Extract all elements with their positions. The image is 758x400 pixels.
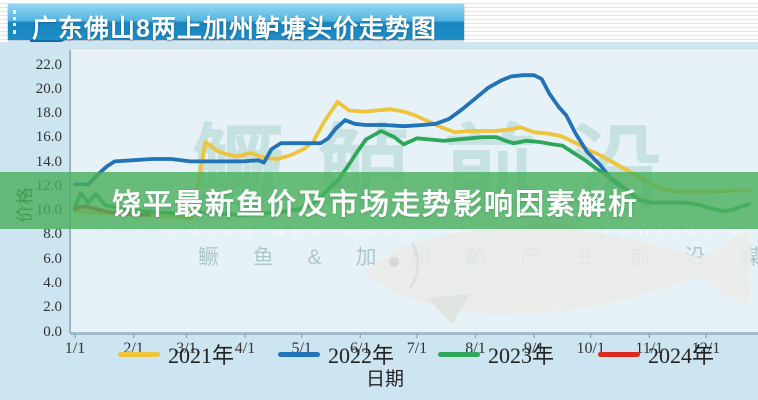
x-tick-label-3-1: 3/1: [176, 340, 197, 357]
y-tick-label-18: 18.0: [35, 105, 62, 122]
y-tick-label-6: 6.0: [43, 250, 62, 267]
legend-swatch-2021: [118, 351, 160, 357]
legend-item-2022: 2022年: [278, 338, 394, 370]
x-tick-label-1-1: 1/1: [64, 340, 86, 357]
x-tick-label-11-1: 11/1: [635, 340, 664, 357]
x-tick-label-4-1: 4/1: [234, 340, 256, 357]
legend-item-2024: 2024年: [598, 338, 714, 370]
headline-overlay-band: 饶平最新鱼价及市场走势影响因素解析: [0, 172, 758, 229]
legend-swatch-2023: [438, 351, 481, 357]
series-line-2021年: [73, 100, 752, 220]
legend-label-2021: 2021年: [168, 343, 235, 368]
x-tick-label-10-1: 10/1: [576, 340, 605, 357]
y-tick-label-22: 22.0: [35, 56, 62, 73]
y-tick-label-20: 20.0: [35, 80, 62, 97]
y-tick-label-16: 16.0: [35, 129, 62, 146]
y-tick-label-2: 2.0: [43, 299, 62, 316]
y-tick-label-0: 0.0: [43, 323, 62, 340]
legend-swatch-2024: [598, 351, 641, 357]
x-tick-label-6-1: 6/1: [350, 340, 371, 357]
legend-item-2023: 2023年: [438, 338, 554, 370]
legend-item-2021: 2021年: [118, 338, 234, 370]
x-tick-label-9-1: 9/1: [523, 340, 545, 357]
y-tick-label-8: 8.0: [43, 226, 62, 243]
headline-text: 饶平最新鱼价及市场走势影响因素解析: [112, 189, 640, 221]
legend-swatch-2022: [278, 351, 321, 357]
y-tick-label-4: 4.0: [43, 274, 62, 291]
series-line-2022年: [73, 73, 629, 192]
x-tick-label-7-1: 7/1: [406, 340, 428, 357]
x-axis-title: 日期: [365, 369, 405, 390]
x-tick-label-12-1: 12/1: [691, 340, 721, 357]
legend-label-2023: 2023年: [488, 343, 555, 368]
legend-label-2024: 2024年: [648, 343, 715, 368]
legend-label-2022: 2022年: [328, 343, 395, 368]
chart-legend: 2021年 2022年 2023年 2024年: [118, 338, 714, 370]
title-banner: 广东佛山8两上加州鲈塘头价走势图: [8, 4, 464, 43]
y-tick-label-14: 14.0: [35, 153, 62, 170]
page-title: 广东佛山8两上加州鲈塘头价走势图: [32, 15, 437, 43]
